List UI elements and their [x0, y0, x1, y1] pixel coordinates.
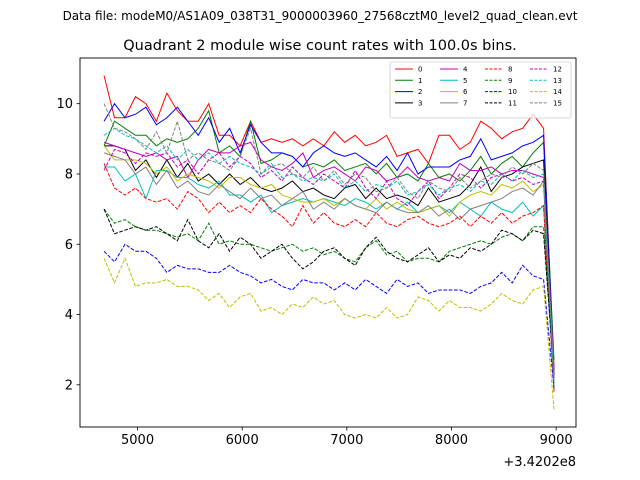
series-line-6: [103, 145, 555, 382]
series-line-5: [104, 166, 555, 385]
legend-label-5: 5: [463, 77, 467, 85]
series-line-7: [103, 152, 555, 375]
x-tick-label: 7000: [330, 433, 363, 448]
series-line-9: [103, 208, 555, 378]
y-tick-label: 8: [65, 167, 73, 182]
x-tick-label: 8000: [435, 433, 468, 448]
legend-label-8: 8: [508, 66, 512, 74]
legend-label-13: 13: [553, 77, 562, 85]
y-tick-label: 10: [56, 97, 73, 112]
axes-ticks: 5000 6000 7000 8000 9000 2 4 6 8 10: [56, 97, 572, 448]
legend-box: [389, 61, 572, 119]
series-line-12: [103, 148, 555, 378]
series-line-15: [103, 103, 555, 382]
series-line-8: [103, 163, 555, 392]
legend-label-1: 1: [418, 77, 422, 85]
x-tick-label: 9000: [540, 433, 573, 448]
legend-label-14: 14: [553, 88, 562, 96]
series-line-3: [104, 145, 555, 378]
x-axis-offset-label: +3.4202e8: [503, 455, 576, 470]
series-line-11: [103, 208, 555, 375]
plot-lines: [103, 75, 555, 410]
series-line-0: [103, 75, 555, 371]
legend-label-4: 4: [463, 66, 468, 74]
legend-label-10: 10: [508, 88, 517, 96]
legend-label-12: 12: [553, 66, 562, 74]
legend-label-0: 0: [418, 66, 422, 74]
legend-label-7: 7: [463, 99, 467, 107]
figure-suptitle: Data file: modeM0/AS1A09_038T31_90000039…: [63, 9, 578, 23]
series-line-10: [103, 243, 555, 389]
legend-label-11: 11: [508, 99, 517, 107]
legend-label-15: 15: [553, 99, 562, 107]
series-line-1: [103, 109, 555, 361]
series-line-2: [103, 102, 555, 375]
legend-label-6: 6: [463, 88, 468, 96]
series-line-14: [103, 256, 555, 410]
y-tick-label: 6: [65, 238, 73, 253]
x-tick-label: 6000: [226, 433, 259, 448]
x-tick-label: 5000: [121, 433, 154, 448]
legend-label-3: 3: [418, 99, 422, 107]
plot-frame: [79, 57, 577, 428]
y-tick-label: 4: [65, 308, 73, 323]
series-line-4: [103, 141, 555, 368]
legend-label-2: 2: [418, 88, 422, 96]
y-tick-label: 2: [65, 378, 73, 393]
legend-label-9: 9: [508, 77, 512, 85]
chart-title: Quadrant 2 module wise count rates with …: [123, 38, 517, 54]
